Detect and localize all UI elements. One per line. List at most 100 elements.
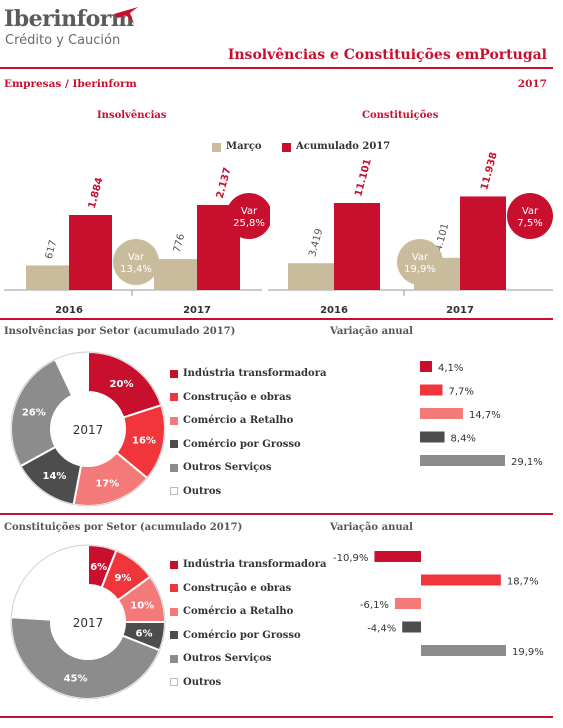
donut-slice-label-0: 6%: [90, 562, 107, 573]
legend-swatch: [170, 678, 178, 687]
legend-label: Indústria transformadora: [183, 368, 327, 380]
bar-marco-2017: [154, 259, 197, 290]
variation-bar-1: [420, 384, 443, 396]
insolv-sector-legend: Indústria transformadora Construção e obr…: [170, 362, 350, 503]
legend-label: Construção e obras: [183, 582, 292, 594]
legend-label: Outros Serviços: [183, 462, 272, 474]
legend-label: Comércio a Retalho: [183, 606, 294, 618]
legend-swatch: [170, 487, 178, 496]
variation-bar-0: [374, 551, 421, 562]
var-bubble-marco-label: Var: [412, 252, 429, 263]
const-sector-legend: Indústria transformadora Construção e obr…: [170, 553, 350, 694]
variation-bar-2: [394, 598, 421, 609]
legend-acumulado-label: Acumulado 2017: [296, 141, 391, 152]
var-bubble-acumulado-value: 7,5%: [517, 218, 542, 229]
insolvencias-title: Insolvências: [97, 110, 167, 121]
constituicoes-title: Constituições: [362, 110, 439, 121]
donut-slice-label-3: 14%: [43, 471, 67, 482]
brand-subtitle: Crédito y Caución: [5, 33, 121, 48]
legend-item: Comércio por Grosso: [170, 433, 350, 457]
variation-label-4: 29,1%: [511, 457, 543, 468]
donut-center-label: 2017: [73, 423, 104, 437]
variation-label-3: 8,4%: [451, 434, 476, 445]
legend-item: Indústria transformadora: [170, 553, 350, 577]
rule-3: [0, 716, 553, 718]
legend-label: Outros: [183, 676, 222, 688]
legend-label: Outros: [183, 485, 222, 497]
bar-acumulado-label-2017: 2.137: [215, 166, 234, 199]
variation-label-1: 18,7%: [507, 577, 539, 588]
variation-label-2: 14,7%: [469, 410, 501, 421]
variation-label-3: -4,4%: [367, 624, 396, 635]
bar-acumulado-label-2017: 11.938: [479, 151, 500, 191]
insolvencias-variation-chart: 4,1% 7,7% 14,7% 8,4% 29,1%: [420, 361, 543, 468]
var-bubble-marco-value: 13,4%: [120, 264, 152, 275]
legend-item: Outros Serviços: [170, 456, 350, 480]
variation-bar-2: [420, 408, 463, 419]
legend-item: Outros: [170, 480, 350, 504]
bar-acumulado-label-2016: 11.101: [353, 158, 374, 198]
donut-slice-label-3: 6%: [135, 629, 152, 640]
variation-label-2: -6,1%: [360, 600, 389, 611]
insolvencias-donut: 20% 16% 17% 14% 26% 2017: [10, 350, 166, 507]
x-tick-2017: 2017: [446, 305, 474, 316]
legend-item: Comércio por Grosso: [170, 624, 350, 648]
insolv-sector-title: Insolvências por Setor (acumulado 2017): [4, 326, 236, 337]
var-bubble-acumulado: [226, 193, 270, 239]
header-rule: [0, 67, 553, 69]
legend-swatch: [170, 607, 178, 616]
donut-slice-label-4: 26%: [22, 407, 46, 418]
variation-label-0: -10,9%: [333, 553, 368, 564]
bar-marco-label-2016: 3.419: [307, 227, 325, 258]
legend-label: Comércio por Grosso: [183, 629, 301, 641]
insolv-var-title: Variação anual: [330, 326, 413, 337]
variation-bar-3: [420, 431, 445, 443]
donut-outline: [10, 544, 166, 700]
donut-slice-5: [10, 543, 89, 621]
bar-acumulado-2016: [334, 203, 380, 290]
bar-marco-2016: [288, 263, 334, 290]
bar-acumulado-label-2016: 1.884: [87, 176, 106, 209]
bar-marco-2016: [26, 265, 69, 290]
bar-acumulado-2017: [460, 196, 506, 290]
variation-label-1: 7,7%: [448, 387, 473, 398]
constituicoes-variation-chart: -10,9% 18,7% -6,1% -4,4% 19,9%: [333, 551, 544, 658]
var-bubble-acumulado-label: Var: [241, 206, 258, 217]
legend-item: Comércio a Retalho: [170, 600, 350, 624]
legend-swatch: [170, 584, 178, 593]
legend-swatch: [170, 393, 178, 402]
legend-swatch: [170, 560, 178, 569]
donut-center-label: 2017: [73, 616, 104, 630]
legend-item: Indústria transformadora: [170, 362, 350, 386]
subtitle-right: 2017: [517, 78, 547, 90]
var-bubble-marco-value: 19,9%: [404, 264, 436, 275]
page-title: Insolvências e Constituições emPortugal: [227, 47, 547, 63]
donut-slice-label-0: 20%: [110, 379, 134, 390]
rule-2: [0, 513, 553, 515]
donut-slice-label-1: 9%: [114, 573, 131, 584]
legend-swatch: [170, 416, 178, 425]
legend-acumulado-swatch: [282, 143, 291, 152]
brand-name: Iberinform: [4, 6, 134, 32]
var-bubble-acumulado-value: 25,8%: [233, 218, 265, 229]
bar-marco-label-2017: 776: [172, 233, 188, 254]
legend-item: Construção e obras: [170, 386, 350, 410]
constituicoes-bar-chart: 3.41911.10120164.10111.9382017Var19,9%Va…: [268, 151, 553, 316]
donut-slice-label-2: 10%: [130, 600, 154, 611]
legend-item: Outros: [170, 671, 350, 695]
var-bubble-acumulado-label: Var: [522, 206, 539, 217]
legend-item: Outros Serviços: [170, 647, 350, 671]
x-tick-2017: 2017: [183, 305, 211, 316]
constituicoes-donut: 6% 9% 10% 6% 45% 2017: [10, 543, 167, 700]
legend-label: Construção e obras: [183, 391, 292, 403]
var-bubble-marco: [113, 239, 159, 285]
legend-marco-label: Março: [226, 141, 262, 152]
variation-label-4: 19,9%: [512, 647, 544, 658]
bar-marco-label-2016: 617: [44, 239, 60, 260]
x-tick-2016: 2016: [55, 305, 83, 316]
legend-swatch: [170, 440, 178, 449]
legend-swatch: [170, 631, 178, 640]
legend-swatch: [170, 654, 178, 663]
variation-bar-4: [420, 455, 505, 466]
